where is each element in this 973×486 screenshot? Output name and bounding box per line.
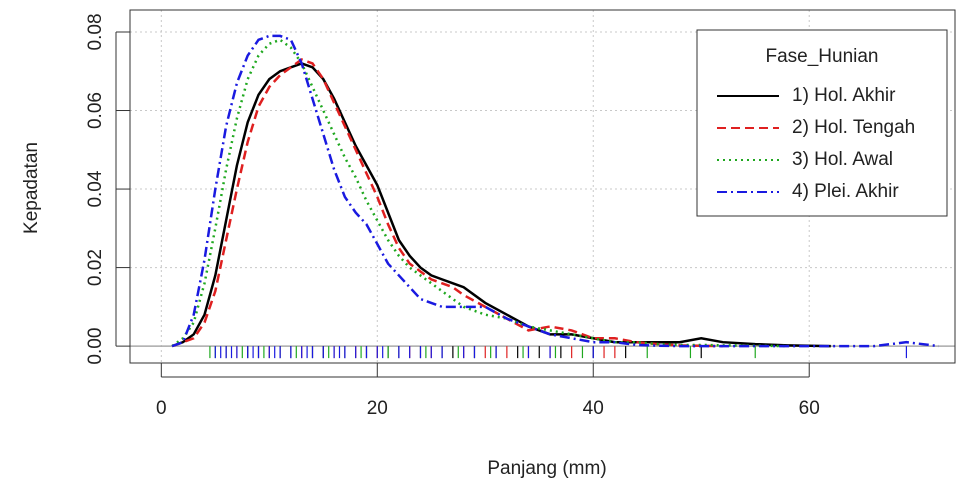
plot-frame (129, 9, 956, 364)
legend-label: 1) Hol. Akhir (792, 85, 896, 106)
legend-title: Fase_Hunian (765, 46, 878, 67)
x-tick-label: 20 (367, 398, 388, 419)
legend: Fase_Hunian 1) Hol. Akhir 2) Hol. Tengah 3)… (696, 29, 948, 217)
density-line (171, 62, 831, 348)
y-tick-label: 0.04 (85, 170, 106, 207)
y-tick-label: 0.02 (85, 249, 106, 286)
x-tick-label: 60 (799, 398, 820, 419)
density-line (171, 34, 939, 348)
y-tick-label: 0.08 (85, 13, 106, 50)
x-axis-label: Panjang (mm) (487, 458, 606, 479)
legend-label: 2) Hol. Tengah (792, 117, 915, 138)
legend-label: 3) Hol. Awal (792, 149, 893, 170)
density-line (171, 58, 723, 348)
y-tick-label: 0.00 (85, 328, 106, 365)
y-axis-label: Kepadatan (21, 142, 42, 234)
legend-label: 4) Plei. Akhir (792, 181, 899, 202)
y-tick-label: 0.06 (85, 92, 106, 129)
legend-box (696, 29, 948, 217)
x-tick-label: 0 (156, 398, 167, 419)
x-tick-label: 40 (583, 398, 604, 419)
